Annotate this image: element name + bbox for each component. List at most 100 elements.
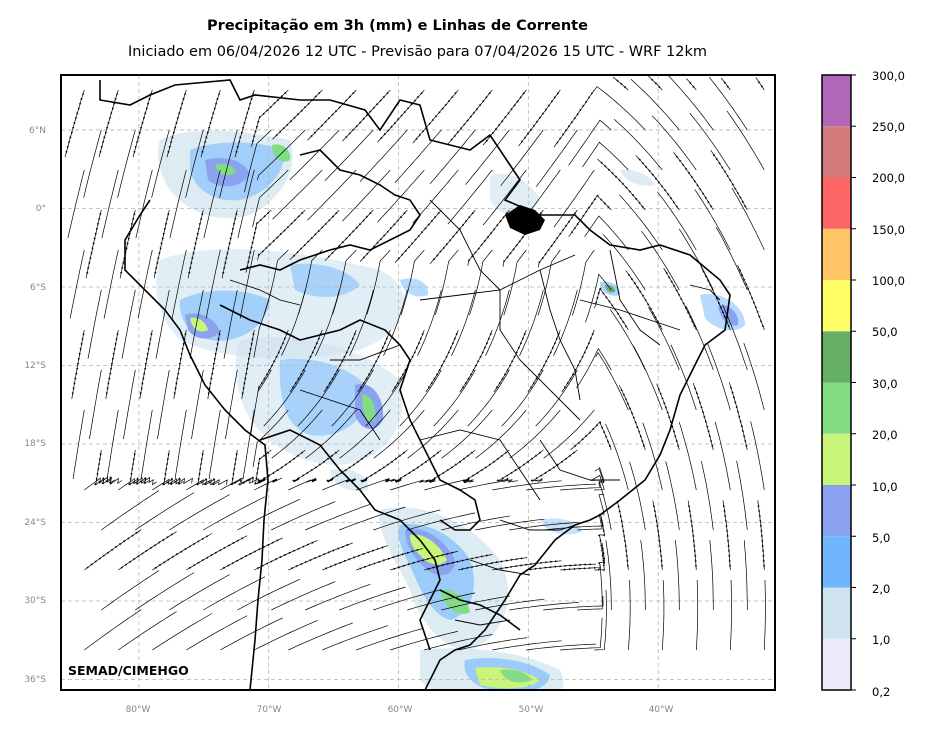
streamline — [689, 112, 731, 171]
streamline — [630, 79, 680, 131]
colorbar-label-5: 20,0 — [872, 428, 898, 442]
streamline — [519, 289, 544, 356]
streamline — [593, 86, 646, 131]
streamline — [252, 169, 289, 228]
streamline — [322, 625, 389, 651]
streamline — [570, 421, 612, 451]
streamline — [687, 500, 698, 571]
streamline — [537, 249, 561, 316]
streamline — [467, 369, 510, 427]
streamline — [64, 89, 85, 158]
streamline — [553, 89, 595, 148]
streamline — [618, 384, 646, 451]
colorbar-label-2: 2,0 — [872, 582, 891, 596]
streamline — [577, 494, 605, 531]
streamline — [692, 382, 714, 451]
streamline — [132, 89, 153, 158]
lat-label-36s: 36°S — [24, 675, 46, 685]
streamline — [482, 89, 527, 146]
streamline — [543, 595, 604, 611]
colorbar-segment — [822, 75, 851, 127]
streamline — [530, 449, 578, 483]
streamline — [373, 409, 425, 459]
streamline — [648, 307, 680, 371]
streamline — [469, 249, 493, 316]
streamline — [543, 409, 595, 459]
streamline — [424, 554, 493, 571]
streamline — [553, 289, 578, 356]
streamline — [84, 529, 142, 571]
streamline — [305, 409, 357, 459]
streamline — [305, 503, 371, 531]
streamline — [162, 449, 184, 486]
lat-label-6s: 6°S — [30, 283, 46, 293]
streamline — [105, 329, 119, 399]
streamline — [750, 421, 765, 491]
streamline — [602, 234, 646, 291]
streamline — [185, 129, 204, 198]
streamline — [242, 409, 255, 480]
lat-label-24s: 24°S — [24, 518, 46, 528]
streamline — [186, 535, 248, 571]
colorbar-label-9: 150,0 — [872, 223, 905, 237]
colorbar-segment — [822, 433, 851, 485]
streamline — [526, 563, 597, 571]
streamline — [720, 77, 731, 91]
streamline — [665, 461, 680, 531]
streamline — [169, 169, 187, 239]
streamline — [359, 129, 408, 182]
streamline — [526, 643, 597, 651]
streamline — [560, 467, 605, 491]
lat-label-30s: 30°S — [24, 596, 46, 606]
streamline — [500, 129, 544, 186]
streamline — [205, 249, 221, 319]
streamline — [613, 118, 663, 171]
streamline — [635, 155, 680, 211]
streamline — [736, 460, 748, 531]
colorbar-label-4: 10,0 — [872, 480, 898, 494]
streamline — [709, 540, 714, 610]
streamline — [118, 476, 157, 491]
streamline — [271, 501, 336, 531]
streamline — [237, 498, 301, 531]
streamline — [271, 581, 336, 611]
streamline — [501, 369, 544, 427]
streamline — [668, 75, 714, 131]
streamline — [155, 289, 170, 359]
streamline — [89, 369, 102, 440]
streamline — [390, 479, 435, 491]
streamline — [763, 579, 766, 651]
streamline — [492, 560, 562, 571]
streamline — [94, 449, 115, 486]
streamline — [166, 89, 187, 158]
streamline — [169, 574, 230, 611]
streamline — [101, 570, 160, 611]
streamline — [137, 249, 153, 319]
streamline — [561, 329, 595, 393]
colorbar-label-8: 100,0 — [872, 274, 905, 288]
streamline — [424, 634, 493, 651]
streamline — [241, 329, 255, 399]
streamline — [605, 423, 629, 491]
streamline — [625, 270, 663, 331]
streamline — [69, 249, 85, 319]
streamline — [106, 409, 119, 480]
streamline — [359, 209, 408, 262]
streamline — [252, 409, 289, 468]
streamline — [257, 329, 289, 393]
streamline — [357, 329, 391, 393]
streamline — [207, 329, 221, 399]
streamline — [685, 305, 714, 371]
streamline — [441, 409, 493, 459]
streamline — [503, 249, 527, 316]
streamline — [694, 189, 731, 251]
streamline — [339, 506, 406, 531]
colorbar-segment — [822, 485, 851, 537]
streamline — [356, 628, 423, 651]
streamline — [289, 329, 323, 393]
streamline — [429, 209, 476, 264]
streamline — [462, 449, 510, 484]
colorbar-label-11: 250,0 — [872, 120, 905, 134]
argentina-border — [259, 429, 441, 651]
